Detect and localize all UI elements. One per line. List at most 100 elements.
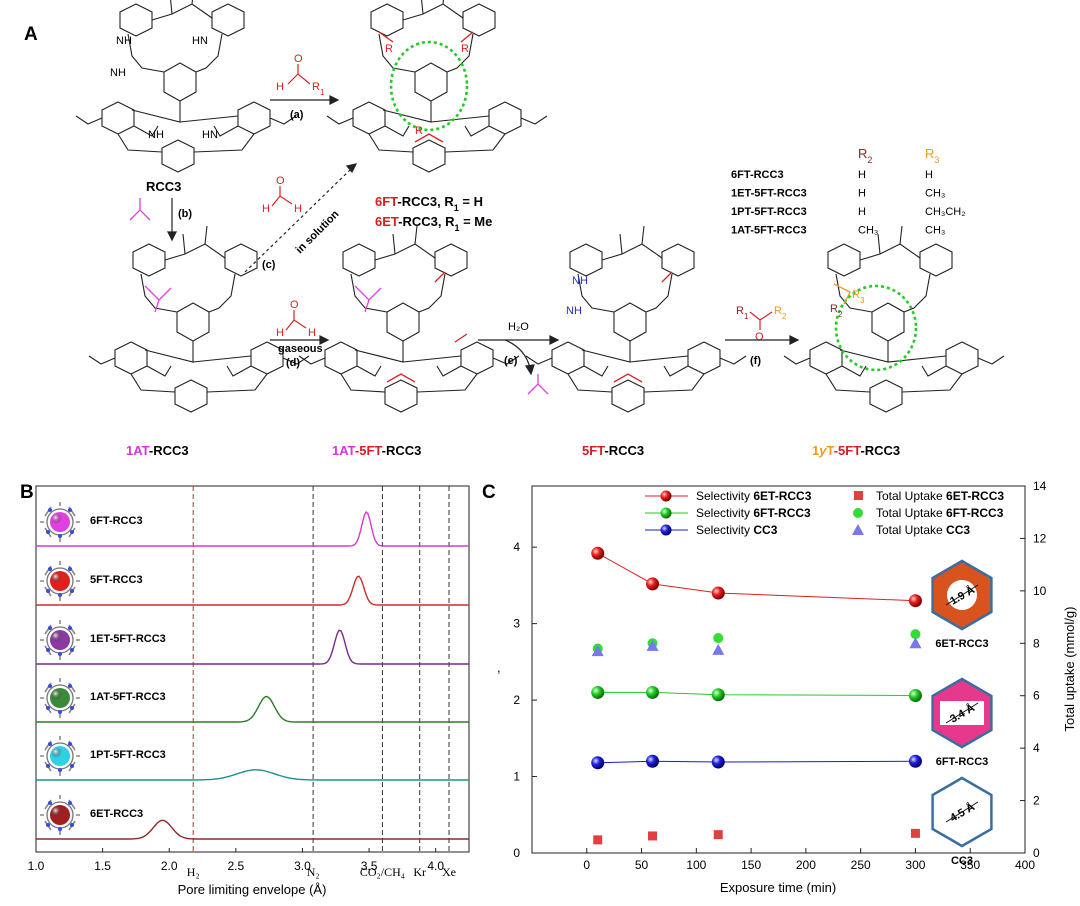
y-tick-label: 4 — [513, 540, 520, 554]
legend-tot-cc3: Total Uptake CC3 — [876, 523, 970, 537]
y2-tick-label: 0 — [1033, 846, 1040, 860]
legend-tot-6ft: Total Uptake 6FT-RCC3 — [876, 506, 1004, 520]
acetone-reagent — [129, 198, 151, 221]
5ft-rcc3-label: 5FT-RCC3 — [582, 443, 644, 458]
x-tick-label: 3.5 — [361, 859, 378, 873]
y2-tick-label: 14 — [1033, 479, 1047, 493]
uptake-point — [713, 830, 723, 840]
uptake-point — [591, 645, 604, 657]
atom-label: NH — [148, 129, 164, 141]
selectivity-point — [711, 688, 725, 702]
inset-label: CC3 — [951, 855, 973, 867]
atom-label: NH — [572, 275, 588, 287]
selectivity-point — [646, 685, 660, 699]
in-solution-label: in solution — [294, 208, 342, 256]
table-row-r3: H — [925, 169, 933, 181]
y-tick-label: 0 — [513, 846, 520, 860]
6ft-rcc3-label: 6FT-RCC3, R1 = H — [375, 194, 483, 213]
cavity-highlight — [52, 514, 62, 524]
atom-label: R — [415, 125, 423, 137]
pore-dimension-arrow — [945, 801, 979, 823]
1yt-5ft-rcc3-structure: R3 R2 — [783, 225, 1005, 413]
table-row-name: 1ET-5FT-RCC3 — [731, 188, 807, 200]
gas-marker-label: Kr — [413, 865, 426, 879]
table-row-name: 6FT-RCC3 — [731, 169, 784, 181]
ketone-reagent-f: R1 R2 O — [736, 305, 787, 343]
x-tick-label: 2.5 — [228, 859, 245, 873]
legend-marker — [660, 490, 672, 502]
y-tick-label: 1 — [513, 770, 520, 784]
step-a-label: (a) — [290, 109, 304, 121]
reaction-arrows — [167, 95, 800, 376]
series-line — [597, 760, 916, 764]
table-row-r3: CH₃ — [925, 188, 945, 200]
step-b-label: (b) — [178, 208, 192, 220]
uptake-point — [646, 639, 659, 651]
arrow-a-head — [329, 95, 340, 105]
svg-text:H: H — [276, 81, 284, 93]
svg-text:H: H — [262, 203, 270, 215]
selectivity-point — [646, 754, 660, 768]
pore-dimension-arrow — [945, 702, 979, 724]
pore-distribution-curve — [36, 769, 469, 781]
legend-sel-6ft: Selectivity 6FT-RCC3 — [696, 506, 811, 520]
x-tick-label: 200 — [796, 858, 816, 872]
x-tick-label: 50 — [635, 858, 649, 872]
uptake-point — [648, 831, 658, 841]
legend-marker — [660, 507, 672, 519]
table-row-r2: H — [858, 188, 866, 200]
6et-rcc3-label: 6ET-RCC3, R1 = Me — [375, 214, 492, 233]
1yt-5ft-rcc3-label: 1yT-5FT-RCC3 — [812, 443, 900, 458]
pore-distribution-curve — [36, 629, 469, 665]
selectivity-point — [908, 688, 922, 702]
table-row-r2: H — [858, 169, 866, 181]
table-header-r3: R3 — [925, 146, 939, 165]
uptake-point — [910, 629, 921, 640]
table-row-r2: H — [858, 206, 866, 218]
selectivity-point — [908, 754, 922, 768]
formaldehyde-reagent-d: H O H — [276, 299, 316, 339]
panel-c: C 0 50 100 150 200 250 300 350 40001234024681012… — [482, 479, 1077, 895]
gas-marker-label: Xe — [442, 865, 456, 879]
step-e-label: (e) — [504, 355, 518, 367]
cavity-highlight — [52, 632, 62, 642]
gas-marker-label: H₂ — [187, 865, 200, 879]
step-c-label: (c) — [262, 259, 276, 271]
pore-lobe — [956, 683, 968, 695]
x-tick-label: 2.0 — [161, 859, 178, 873]
svg-text:R1: R1 — [736, 305, 749, 321]
panel-c-right-ylabel: Total uptake (mmol/g) — [1062, 607, 1077, 732]
panel-c-left-ylabel: , — [497, 660, 501, 675]
uptake-point — [909, 637, 922, 649]
panel-b-letter: B — [20, 482, 34, 503]
pore-distribution-curve — [36, 575, 469, 606]
legend-marker — [853, 508, 863, 518]
atom-label: NH — [566, 305, 582, 317]
1at-rcc3-label: 1AT-RCC3 — [126, 443, 189, 458]
pore-distribution-curve — [36, 695, 469, 723]
cage-model-image — [39, 560, 81, 602]
arrow-e-head — [549, 335, 560, 345]
selectivity-point — [591, 756, 605, 770]
x-tick-label: 400 — [1015, 858, 1035, 872]
gas-marker-label: N₂ — [307, 865, 320, 879]
arrow-b-head — [167, 231, 177, 242]
pore-lobe — [956, 731, 968, 743]
arrow-c — [244, 169, 351, 273]
arrow-d-head — [319, 335, 330, 345]
table-row-r2: CH₃ — [858, 225, 878, 237]
x-tick-label: 4.0 — [427, 859, 444, 873]
y2-tick-label: 2 — [1033, 794, 1040, 808]
cavity-highlight — [52, 807, 62, 817]
rcc3-structure: NH HN NH NH HN — [75, 0, 297, 173]
series-label: 1PT-5FT-RCC3 — [90, 749, 166, 761]
panel-a-letter: A — [24, 24, 38, 45]
selectivity-point — [646, 577, 660, 591]
gaseous-label: gaseous — [278, 343, 323, 355]
y-tick-label: 2 — [513, 693, 520, 707]
svg-text:O: O — [290, 299, 299, 311]
table-row-name: 1PT-5FT-RCC3 — [731, 206, 807, 218]
pore-dimension-arrow — [945, 584, 979, 606]
arrow-e-branch — [504, 339, 531, 369]
